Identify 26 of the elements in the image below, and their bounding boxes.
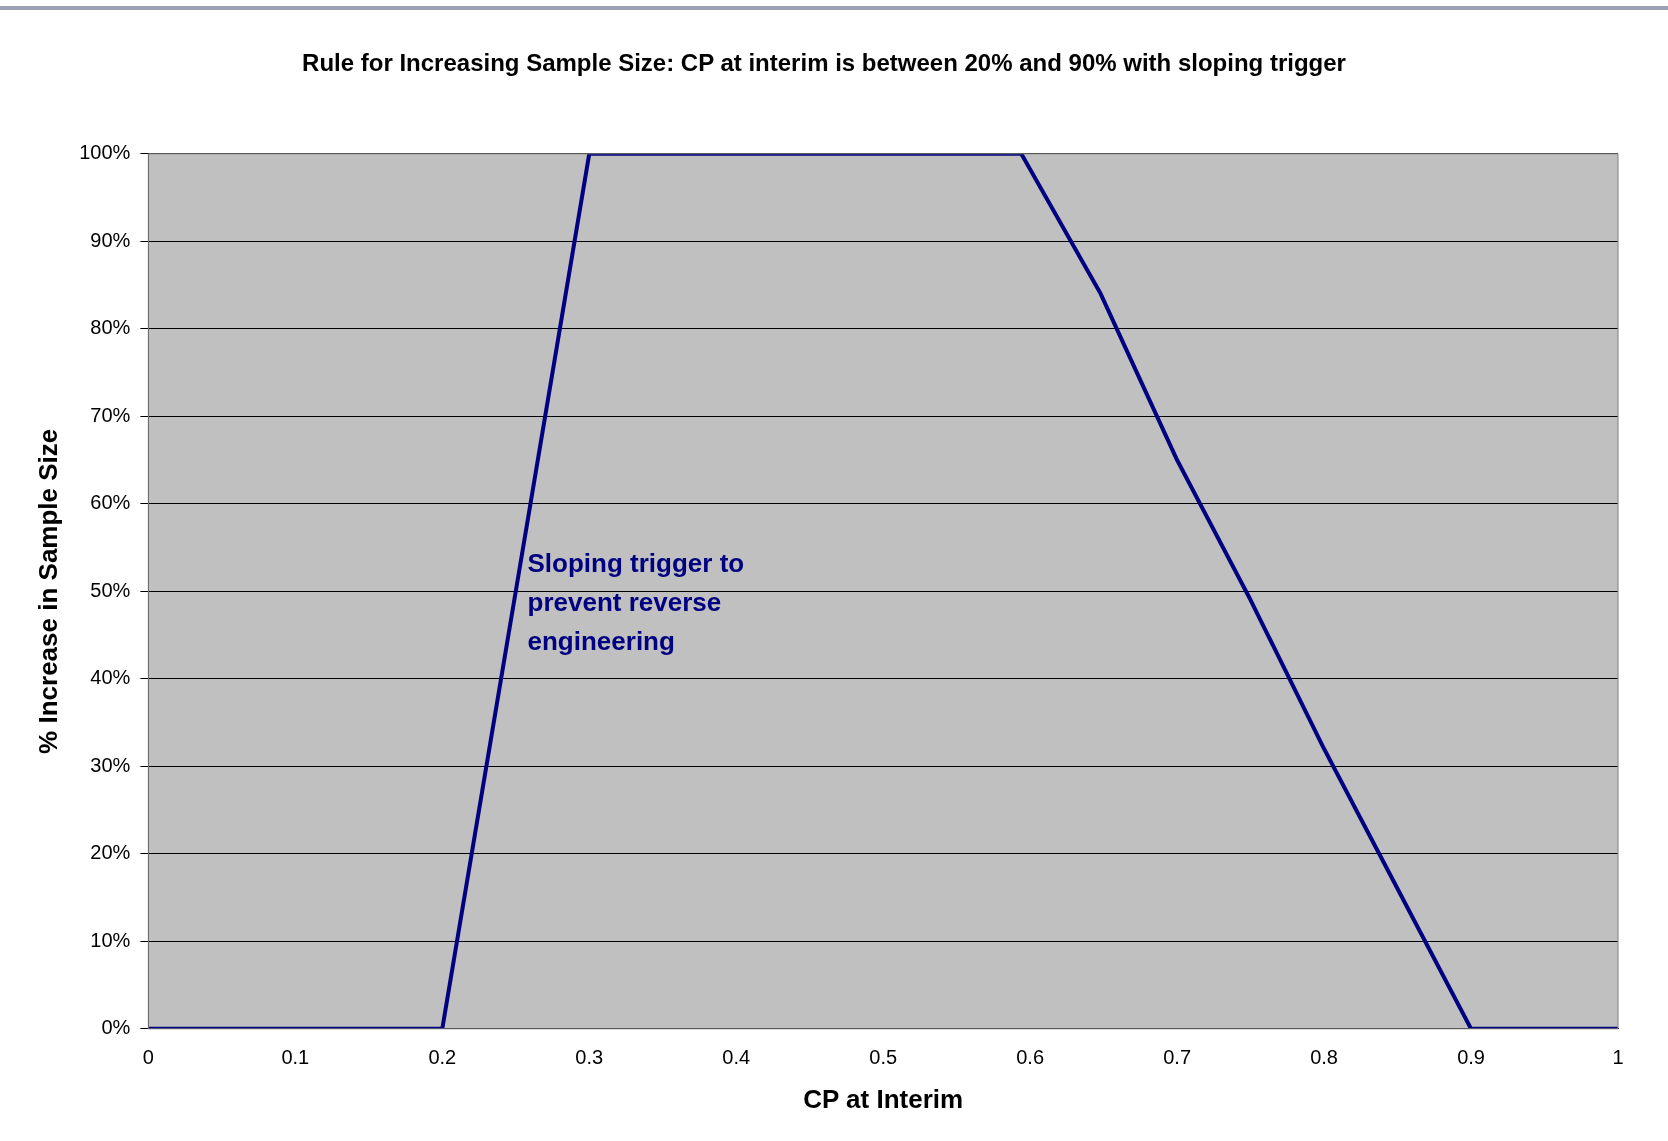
y-tick-label: 100% bbox=[79, 141, 131, 164]
x-tick-label: 0.4 bbox=[722, 1046, 751, 1069]
y-tick-label: 30% bbox=[90, 753, 131, 776]
x-tick-label: 1 bbox=[1612, 1046, 1624, 1069]
y-tick-label: 10% bbox=[90, 928, 131, 951]
y-tick-label: 80% bbox=[90, 316, 131, 339]
x-tick-label: 0 bbox=[142, 1046, 154, 1069]
y-tick-label: 70% bbox=[90, 403, 131, 426]
y-tick-label: 20% bbox=[90, 841, 131, 864]
x-tick-label: 0.6 bbox=[1016, 1046, 1045, 1069]
x-tick-label: 0.9 bbox=[1457, 1046, 1485, 1069]
y-tick-label: 50% bbox=[90, 578, 131, 601]
y-tick-label: 40% bbox=[90, 666, 131, 689]
x-tick-label: 0.3 bbox=[575, 1046, 604, 1069]
y-tick-label: 0% bbox=[101, 1016, 131, 1039]
x-tick-label: 0.5 bbox=[869, 1046, 898, 1069]
chart-title: Rule for Increasing Sample Size: CP at interim is between 20% and 90% with sloping trigger bbox=[302, 49, 1346, 77]
y-tick-label: 90% bbox=[90, 228, 131, 251]
x-tick-label: 0.1 bbox=[281, 1046, 310, 1069]
y-axis-title: % Increase in Sample Size bbox=[32, 428, 63, 754]
x-tick-label: 0.2 bbox=[428, 1046, 457, 1069]
y-tick-label: 60% bbox=[90, 491, 131, 514]
x-axis-title: CP at Interim bbox=[803, 1083, 964, 1114]
x-tick-label: 0.7 bbox=[1163, 1046, 1192, 1069]
x-tick-label: 0.8 bbox=[1310, 1046, 1338, 1069]
annotation: Sloping trigger to prevent reverse engineering bbox=[527, 548, 745, 657]
